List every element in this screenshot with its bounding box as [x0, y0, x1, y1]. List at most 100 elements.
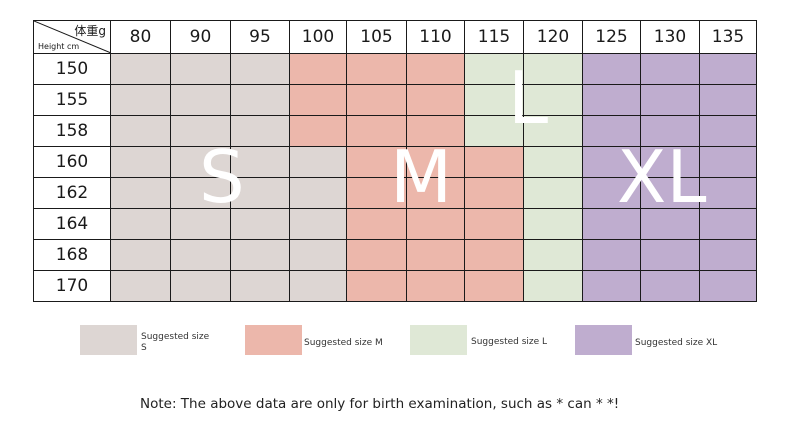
size-cell-l [523, 177, 583, 209]
legend-label-s-line1: Suggested size [141, 332, 210, 342]
height-row: 160 [33, 146, 757, 178]
size-cell-xl [699, 84, 757, 116]
size-cell-s [110, 270, 171, 302]
height-label: 162 [33, 177, 111, 209]
size-cell-s [110, 146, 171, 178]
weight-header: 130 [640, 20, 700, 54]
size-cell-m [406, 177, 465, 209]
legend-label-l: Suggested size L [471, 337, 548, 347]
height-row: 164 [33, 208, 757, 240]
size-cell-s [110, 177, 171, 209]
size-cell-l [464, 84, 524, 116]
legend-swatch-l [410, 325, 467, 355]
size-cell-s [230, 146, 290, 178]
size-cell-m [406, 84, 465, 116]
size-cell-m [464, 146, 524, 178]
size-l-overlay: L [508, 56, 549, 140]
height-axis-label: Height cm [38, 42, 80, 51]
legend-label-xl: Suggested size XL [635, 338, 718, 348]
size-cell-l [523, 146, 583, 178]
size-chart-table: 体重g Height cm 80 90 95 100 105 110 115 1… [33, 20, 757, 302]
weight-header: 125 [582, 20, 641, 54]
size-cell-xl [582, 84, 641, 116]
height-row: 170 [33, 270, 757, 302]
size-cell-xl [640, 84, 700, 116]
weight-header: 135 [699, 20, 757, 54]
size-cell-m [346, 270, 407, 302]
legend-swatch-xl [575, 325, 632, 355]
size-cell-xl [699, 239, 757, 271]
size-cell-l [523, 239, 583, 271]
size-cell-xl [582, 53, 641, 85]
size-cell-s [170, 84, 231, 116]
height-row: 150 [33, 53, 757, 85]
size-cell-s [230, 208, 290, 240]
size-cell-s [170, 239, 231, 271]
size-cell-l [464, 53, 524, 85]
size-cell-xl [640, 53, 700, 85]
size-cell-xl [640, 177, 700, 209]
size-cell-xl [699, 53, 757, 85]
size-cell-xl [699, 177, 757, 209]
size-grid-body: 150 155 158 160 162 164 168 170 [33, 53, 757, 302]
size-cell-s [110, 115, 171, 147]
size-xl-overlay: XL [617, 135, 707, 219]
height-label: 168 [33, 239, 111, 271]
size-cell-m [346, 84, 407, 116]
weight-header: 105 [346, 20, 407, 54]
size-cell-s [230, 84, 290, 116]
size-cell-m [406, 146, 465, 178]
weight-header: 100 [289, 20, 347, 54]
size-cell-l [523, 53, 583, 85]
size-m-overlay: M [390, 135, 453, 219]
size-cell-m [406, 115, 465, 147]
size-cell-s [110, 208, 171, 240]
size-cell-m [406, 239, 465, 271]
height-row: 158 [33, 115, 757, 147]
size-cell-l [523, 208, 583, 240]
legend-label-m: Suggested size M [304, 338, 383, 348]
size-cell-m [289, 115, 347, 147]
weight-header: 95 [230, 20, 290, 54]
size-cell-s [170, 208, 231, 240]
size-cell-s [289, 208, 347, 240]
size-cell-xl [582, 146, 641, 178]
height-label: 160 [33, 146, 111, 178]
legend-label-s: Suggested size S [141, 332, 209, 354]
size-cell-xl [640, 239, 700, 271]
height-label: 158 [33, 115, 111, 147]
height-label: 150 [33, 53, 111, 85]
size-cell-m [289, 84, 347, 116]
height-row: 162 [33, 177, 757, 209]
size-cell-xl [699, 270, 757, 302]
size-cell-s [110, 84, 171, 116]
weight-axis-label: 体重g [74, 24, 106, 38]
size-cell-m [346, 146, 407, 178]
footnote: Note: The above data are only for birth … [140, 396, 620, 412]
weight-header: 90 [170, 20, 231, 54]
size-cell-xl [582, 208, 641, 240]
height-row: 168 [33, 239, 757, 271]
size-s-overlay: S [199, 135, 245, 219]
size-cell-m [464, 270, 524, 302]
size-cell-s [230, 177, 290, 209]
size-cell-s [110, 239, 171, 271]
weight-header: 110 [406, 20, 465, 54]
size-cell-l [523, 84, 583, 116]
corner-cell: 体重g Height cm [33, 20, 111, 54]
size-cell-l [464, 115, 524, 147]
size-cell-s [110, 53, 171, 85]
size-cell-s [230, 115, 290, 147]
size-cell-xl [699, 146, 757, 178]
size-cell-m [346, 239, 407, 271]
size-cell-xl [582, 239, 641, 271]
size-cell-m [406, 270, 465, 302]
height-label: 155 [33, 84, 111, 116]
size-cell-s [289, 177, 347, 209]
weight-header: 80 [110, 20, 171, 54]
size-cell-m [289, 53, 347, 85]
size-cell-xl [582, 115, 641, 147]
size-cell-m [406, 208, 465, 240]
header-row: 体重g Height cm 80 90 95 100 105 110 115 1… [33, 20, 757, 54]
size-cell-xl [640, 208, 700, 240]
